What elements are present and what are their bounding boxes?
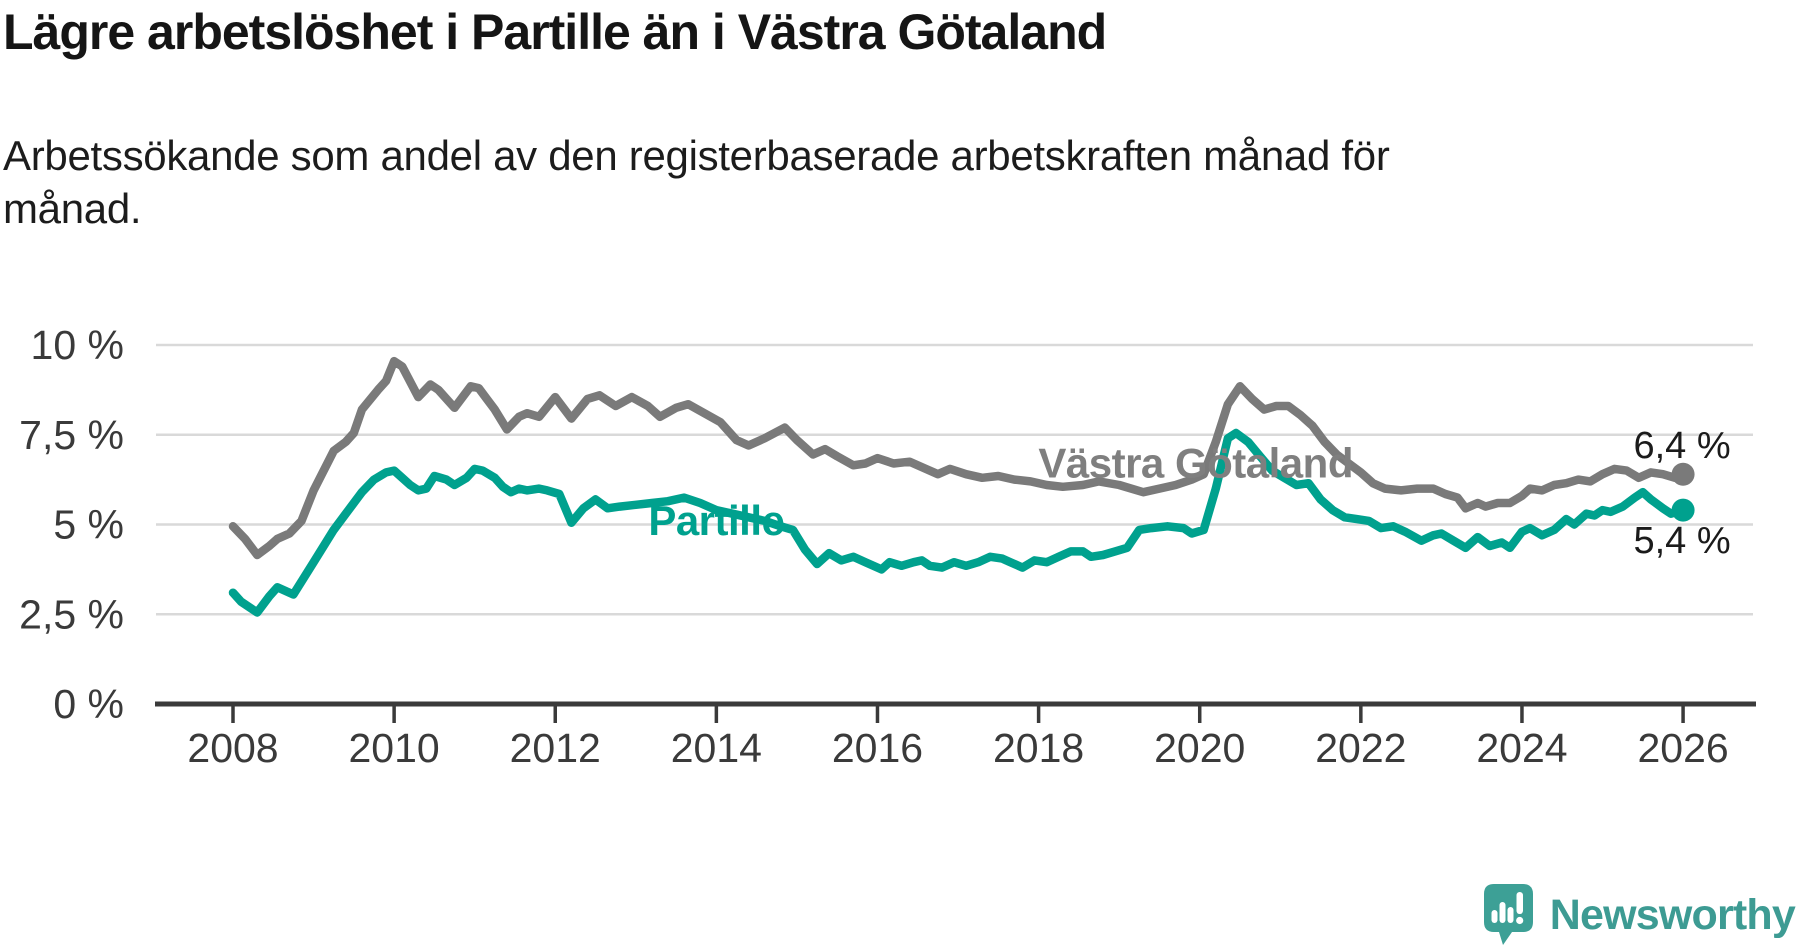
series-end-value-vastra-gotaland: 6,4 %	[1633, 425, 1730, 467]
exclamation-icon	[1516, 892, 1523, 914]
bar-icon-small	[1491, 910, 1498, 923]
series-line-vastra-gotaland	[228, 356, 1688, 560]
y-axis-label: 5 %	[53, 502, 124, 548]
series-label-vastra-gotaland: Västra Götaland	[1038, 439, 1353, 486]
newsworthy-logo-icon	[1483, 884, 1533, 945]
chart-subtitle: Arbetssökande som andel av den registerb…	[3, 132, 1390, 232]
series-end-dot-partille	[1671, 498, 1695, 522]
series-line-partille	[228, 428, 1688, 617]
x-axis-label: 2014	[671, 725, 762, 771]
y-axis-label: 0 %	[53, 681, 124, 727]
x-axis-label: 2026	[1637, 725, 1728, 771]
x-axis-label: 2022	[1315, 725, 1406, 771]
y-axis-label: 10 %	[31, 322, 124, 368]
x-axis-label: 2012	[510, 725, 601, 771]
series-end-value-partille: 5,4 %	[1633, 520, 1730, 562]
x-axis-label: 2010	[349, 725, 440, 771]
x-axis-label: 2008	[187, 725, 278, 771]
x-axis-label: 2018	[993, 725, 1084, 771]
x-axis-label: 2024	[1476, 725, 1567, 771]
bar-icon-tall	[1499, 902, 1506, 923]
y-axis-label: 7,5 %	[19, 412, 124, 458]
y-axis-label: 2,5 %	[19, 591, 124, 637]
x-axis-label: 2020	[1154, 725, 1245, 771]
x-axis-label: 2016	[832, 725, 923, 771]
bar-icon-medium	[1507, 907, 1514, 923]
exclamation-dot-icon	[1515, 916, 1524, 925]
newsworthy-logo-text: Newsworthy	[1549, 890, 1796, 939]
series-end-dot-vastra-gotaland	[1671, 462, 1695, 486]
newsworthy-branding: Newsworthy	[1483, 884, 1796, 946]
chart-title: Lägre arbetslöshet i Partille än i Västr…	[3, 4, 1107, 60]
series-label-partille: Partille	[648, 497, 784, 544]
